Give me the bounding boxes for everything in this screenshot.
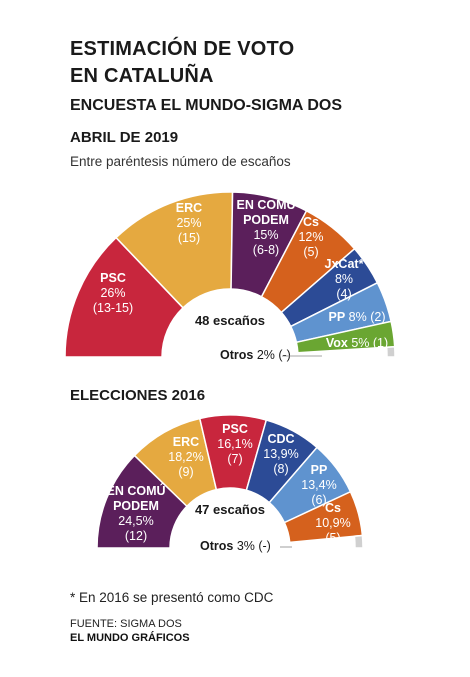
label-psc-name-0: PSC <box>100 271 126 285</box>
label-cs-seats: (5) <box>303 245 318 259</box>
label-jxcat-seats: (4) <box>336 287 351 301</box>
section-label-2019: ABRIL DE 2019 <box>70 129 179 146</box>
label-erc: ERC 18,2% (9) <box>168 435 203 479</box>
label-jxcat-pct: 8% <box>335 272 353 286</box>
label-cdc: CDC 13,9% (8) <box>263 432 298 476</box>
label-vox-name: Vox <box>326 336 348 350</box>
slice-vox <box>295 320 396 354</box>
label-otros: Otros 2% (-) <box>220 348 291 362</box>
label-vox: Vox 5% (1) <box>326 336 388 350</box>
label-erc-pct: 18,2% <box>168 450 203 464</box>
label-psc-pct: 16,1% <box>217 437 252 451</box>
label-en-com-podem: EN COMÚ PODEM 15% (6-8) <box>236 197 295 257</box>
label-cs: Cs 10,9% (5) <box>315 501 350 545</box>
label-en-com-podem-seats: (6-8) <box>253 243 279 257</box>
hemicycle-2019: PSC 26% (13-15) ERC 25% (15) EN COMÚ PODEM 15% (6… <box>64 191 396 362</box>
label-cs-pct: 12% <box>298 230 323 244</box>
label-jxcat-name-0: JxCat* <box>325 257 364 271</box>
label-otros-value: 2% (-) <box>253 348 291 362</box>
footnote: * En 2016 se presentó como CDC <box>70 590 274 605</box>
label-psc-name-0: PSC <box>222 422 248 436</box>
label-erc-name-0: ERC <box>176 201 202 215</box>
label-en-com-podem-name-1: PODEM <box>113 499 159 513</box>
label-cs-name-0: Cs <box>325 501 341 515</box>
label-pp-value: 8% (2) <box>345 310 385 324</box>
label-cs: Cs 12% (5) <box>298 215 323 259</box>
label-erc-seats: (9) <box>178 465 193 479</box>
label-en-com-podem-seats: (12) <box>125 529 147 543</box>
label-psc: PSC 26% (13-15) <box>93 271 133 315</box>
label-jxcat: JxCat* 8% (4) <box>325 257 364 301</box>
label-cdc-name-0: CDC <box>267 432 294 446</box>
label-pp-name-0: PP <box>311 463 328 477</box>
label-en-com-podem-pct: 24,5% <box>118 514 153 528</box>
label-en-com-podem: EN COMÚ PODEM 24,5% (12) <box>106 483 165 543</box>
title-line-1: ESTIMACIÓN DE VOTO <box>70 38 295 60</box>
label-pp-seats: (6) <box>311 493 326 507</box>
label-cdc-pct: 13,9% <box>263 447 298 461</box>
label-en-com-podem-name-1: PODEM <box>243 213 289 227</box>
label-en-com-podem-name-0: EN COMÚ <box>106 483 165 498</box>
label-otros: Otros 3% (-) <box>200 539 271 553</box>
label-erc-name-0: ERC <box>173 435 199 449</box>
label-otros-name: Otros <box>220 348 253 362</box>
label-cs-name-0: Cs <box>303 215 319 229</box>
label-pp-pct: 13,4% <box>301 478 336 492</box>
chart-title: ESTIMACIÓN DE VOTO EN CATALUÑA <box>70 36 294 90</box>
label-vox-value: 5% (1) <box>348 336 388 350</box>
label-cs-pct: 10,9% <box>315 516 350 530</box>
center-seats-label: 48 escaños <box>195 313 265 328</box>
label-psc-pct: 26% <box>100 286 125 300</box>
label-erc: ERC 25% (15) <box>176 201 202 245</box>
label-otros-value: 3% (-) <box>233 539 271 553</box>
label-psc-seats: (13-15) <box>93 301 133 315</box>
label-psc: PSC 16,1% (7) <box>217 422 252 466</box>
section-label-2016: ELECCIONES 2016 <box>70 387 206 404</box>
title-line-2: EN CATALUÑA <box>70 65 214 87</box>
label-pp: PP 8% (2) <box>329 310 386 324</box>
chart-subtitle: ENCUESTA EL MUNDO-SIGMA DOS <box>70 97 343 114</box>
source-line: FUENTE: SIGMA DOS <box>70 618 182 630</box>
label-pp-name: PP <box>329 310 346 324</box>
label-en-com-podem-pct: 15% <box>253 228 278 242</box>
slice-otros <box>385 345 396 358</box>
label-psc-seats: (7) <box>227 452 242 466</box>
center-seats-label: 47 escaños <box>195 502 265 517</box>
label-erc-pct: 25% <box>176 216 201 230</box>
slice-cs <box>283 490 364 544</box>
slice-otros <box>353 534 364 549</box>
credit-line: EL MUNDO GRÁFICOS <box>70 632 190 644</box>
hemicycle-2016: EN COMÚ PODEM 24,5% (12)ERC 18,2% (9)PSC 16,1%… <box>96 414 364 553</box>
label-cs-seats: (5) <box>325 531 340 545</box>
label-erc-seats: (15) <box>178 231 200 245</box>
label-cdc-seats: (8) <box>273 462 288 476</box>
seats-note: Entre paréntesis número de escaños <box>70 154 291 169</box>
label-otros-name: Otros <box>200 539 233 553</box>
label-pp: PP 13,4% (6) <box>301 463 336 507</box>
label-en-com-podem-name-0: EN COMÚ <box>236 197 295 212</box>
